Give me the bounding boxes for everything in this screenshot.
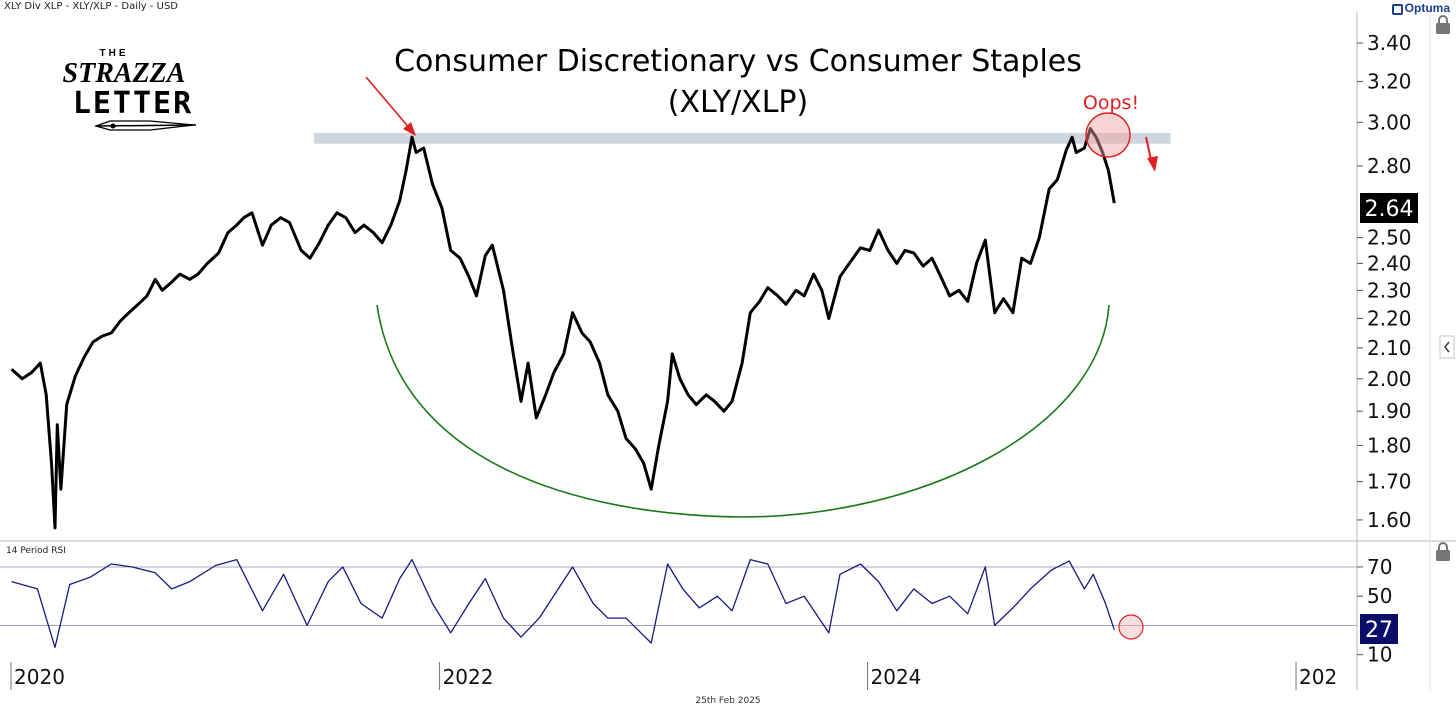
price-tick-label: 2.80 [1367,154,1412,178]
down-arrow-head [1147,156,1158,172]
oops-annotation: Oops! [1083,92,1139,114]
last-price-label: 2.64 [1365,197,1414,222]
price-line [10,127,1116,530]
strazza-letter-logo: THE STRAZZA LETTER [63,48,197,131]
rsi-tick-label: 10 [1367,643,1392,667]
price-tick-label: 1.80 [1367,433,1412,457]
pen-nib-icon [93,120,197,131]
logo-strazza: STRAZZA [63,58,186,89]
price-tick-label: 2.40 [1367,251,1412,275]
price-tick-label: 2.30 [1367,278,1412,302]
rounding-bottom-arc [376,304,1110,518]
top-arrow-shaft [365,76,412,131]
price-axis-ticks: 1.60 1.70 1.80 1.90 2.00 2.10 2.20 2.30 2.402.50… [1357,31,1412,532]
price-tick-label: 1.90 [1367,399,1412,423]
price-tick-label: 3.00 [1367,110,1412,134]
series-info: XLY Div XLP - XLY/XLP - Daily - USD [4,1,178,12]
lock-icon[interactable] [1436,542,1450,561]
price-tick-label: 2.50 [1367,226,1412,250]
brand-label: Optuma [1404,1,1450,15]
rsi-circle [1118,614,1144,640]
time-tick-label: 2022 [443,665,494,689]
price-tick-label: 3.40 [1367,31,1412,55]
price-tick-label: 2.00 [1367,367,1412,391]
chart-subtitle: (XLY/XLP) [668,85,808,120]
chevron-left-icon[interactable] [1439,335,1455,359]
price-tick-label: 1.70 [1367,470,1412,494]
down-arrow-shaft [1145,136,1152,161]
top-arrow-head [403,122,416,136]
price-tick-label: 1.60 [1367,508,1412,532]
chart-title: Consumer Discretionary vs Consumer Stapl… [394,44,1082,79]
resistance-band [314,132,1171,144]
chart-date: 25th Feb 2025 [695,696,761,706]
rsi-tick-label: 70 [1367,555,1392,579]
rsi-axis-ticks: 10 50 70 [1357,555,1392,667]
time-axis-ticks: 2020 2022 2024 202 [10,662,1337,690]
logo-the: THE [100,48,129,59]
last-rsi-badge [1360,614,1398,644]
time-tick-label: 2020 [14,665,65,689]
rsi-line [11,558,1115,649]
logo-letter: LETTER [73,86,193,121]
time-tick-label: 202 [1299,665,1337,689]
optuma-logo-icon [1391,4,1403,15]
last-rsi-label: 27 [1365,618,1393,643]
lock-icon[interactable] [1436,15,1450,34]
price-tick-label: 2.10 [1367,336,1412,360]
optuma-brand: Optuma [1391,1,1450,15]
oops-circle [1085,112,1131,158]
rsi-tick-label: 50 [1367,584,1392,608]
rsi-panel-title: 14 Period RSI [6,546,66,556]
price-tick-label: 2.20 [1367,306,1412,330]
time-tick-label: 2024 [871,665,922,689]
last-price-badge [1360,193,1418,223]
price-tick-label: 3.20 [1367,69,1412,93]
